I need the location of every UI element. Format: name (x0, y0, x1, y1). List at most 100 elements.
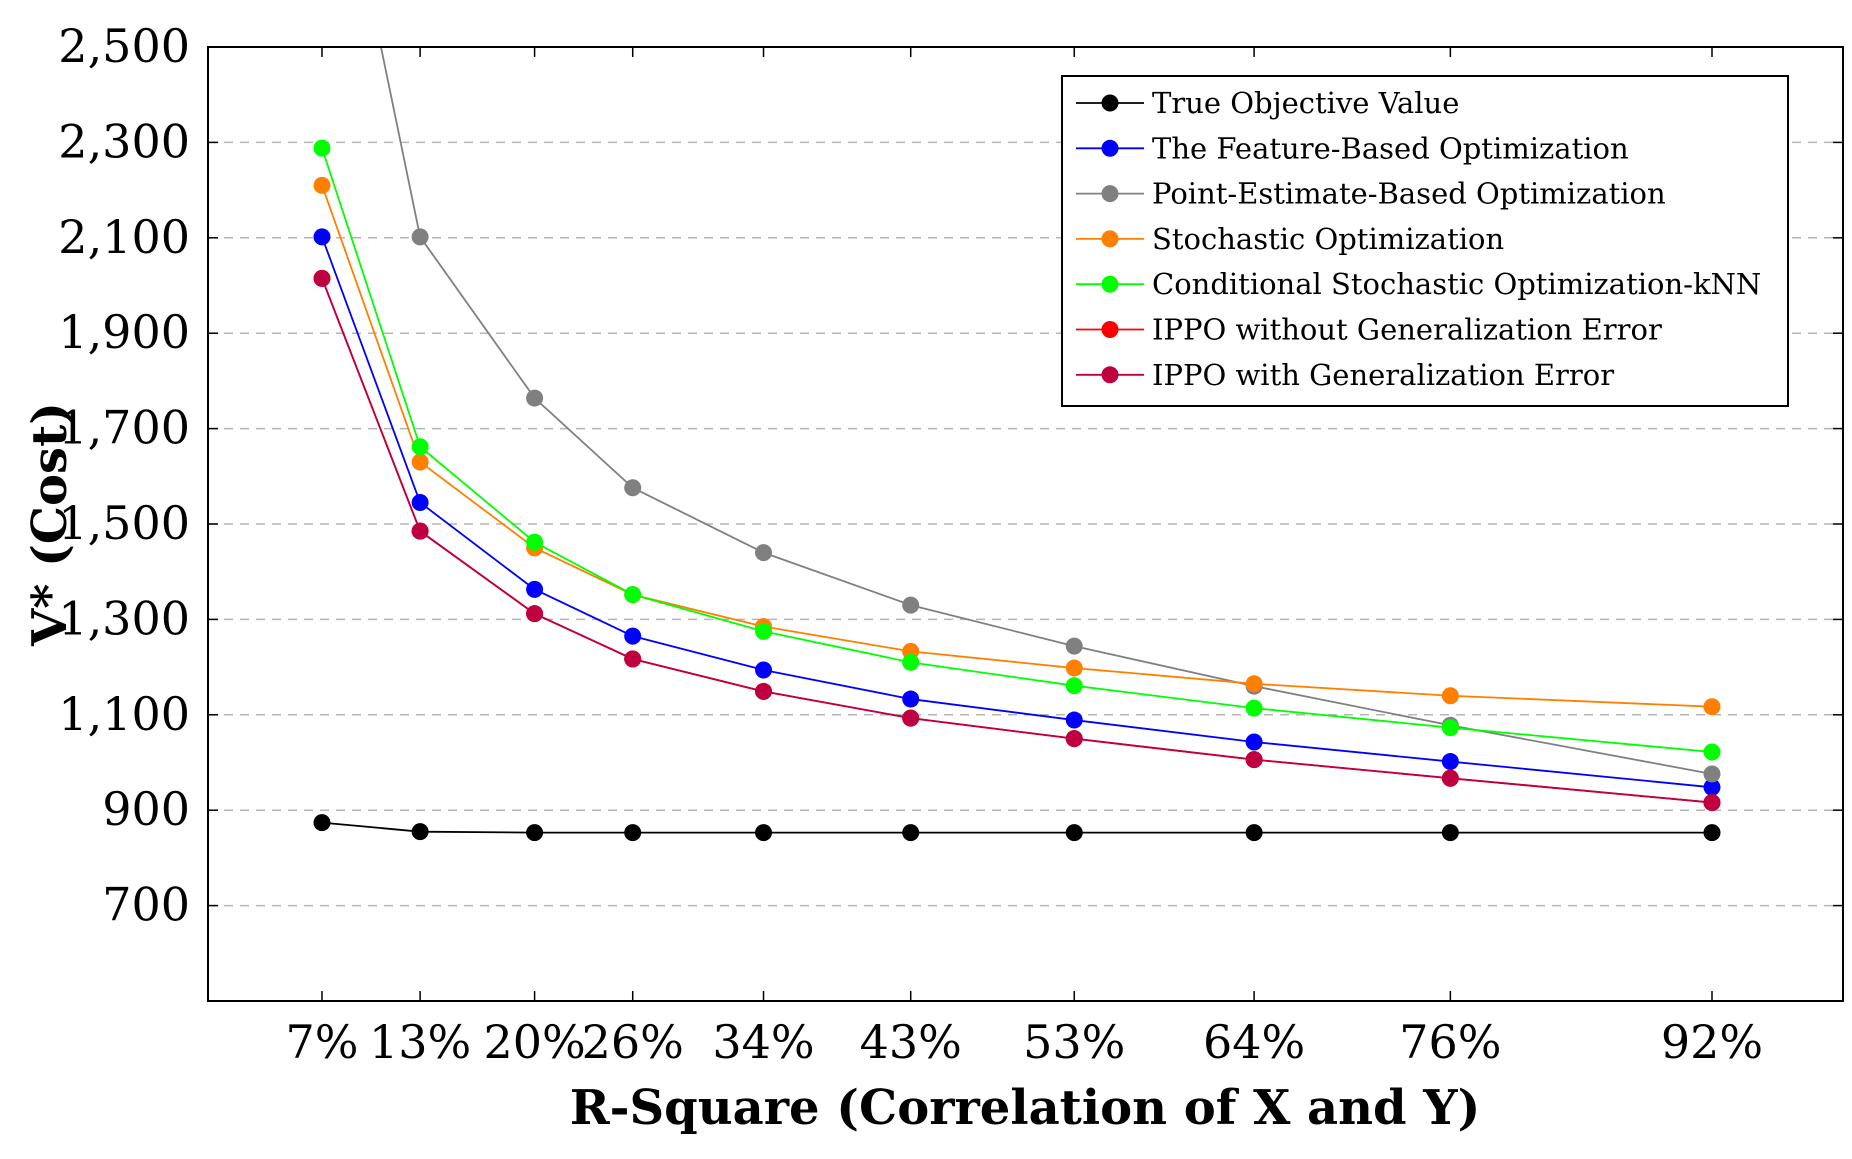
data-point (1245, 675, 1263, 693)
x-tick-label: 64% (1203, 1015, 1305, 1069)
data-point (1245, 751, 1263, 769)
data-point (755, 682, 773, 700)
legend-entry: Stochastic Optimization (1076, 222, 1504, 256)
data-point (313, 269, 331, 287)
x-axis-title: R-Square (Correlation of X and Y) (570, 1080, 1481, 1136)
data-point (526, 580, 544, 598)
data-point (902, 653, 920, 671)
series-layer (313, 47, 1721, 842)
data-point (1441, 687, 1459, 705)
data-point (1703, 765, 1721, 783)
x-tick-label: 76% (1399, 1015, 1501, 1069)
y-tick-label: 1,300 (58, 591, 190, 645)
legend-label: IPPO with Generalization Error (1152, 358, 1614, 392)
data-point (526, 605, 544, 623)
data-point (1065, 637, 1083, 655)
x-tick-label: 92% (1661, 1015, 1763, 1069)
legend-entry: True Objective Value (1076, 86, 1459, 120)
data-point (526, 389, 544, 407)
legend-marker (1101, 94, 1119, 112)
data-point (1245, 699, 1263, 717)
x-tick-label: 13% (369, 1015, 471, 1069)
legend-box (1061, 75, 1789, 407)
data-point (1245, 733, 1263, 751)
legend: True Objective Value The Feature-Based Op… (1061, 75, 1789, 407)
y-tick-label: 2,100 (58, 210, 190, 264)
data-point (902, 824, 920, 842)
data-point (1441, 824, 1459, 842)
data-point (1065, 824, 1083, 842)
data-point (1245, 824, 1263, 842)
data-point (411, 522, 429, 540)
legend-entry: Point-Estimate-Based Optimization (1076, 177, 1666, 211)
series-line (321, 278, 1713, 804)
data-point (902, 690, 920, 708)
data-point (411, 494, 429, 512)
data-point (1703, 824, 1721, 842)
series (313, 269, 1721, 812)
x-tick-label: 34% (712, 1015, 814, 1069)
series-line (380, 47, 1713, 775)
data-point (411, 228, 429, 246)
legend-marker (1101, 321, 1119, 338)
legend-marker (1101, 275, 1119, 293)
data-point (411, 823, 429, 841)
data-point (1065, 711, 1083, 729)
data-point (624, 479, 642, 497)
y-tick-label: 1,500 (58, 496, 190, 550)
grid-lines (208, 141, 1843, 907)
legend-label: The Feature-Based Optimization (1152, 131, 1629, 165)
data-point (1703, 743, 1721, 761)
x-tick-label: 20% (483, 1015, 585, 1069)
data-point (411, 438, 429, 456)
legend-label: Stochastic Optimization (1152, 222, 1504, 256)
x-tick-label: 26% (582, 1015, 684, 1069)
data-point (1441, 753, 1459, 771)
legend-marker (1101, 139, 1119, 157)
y-axis-title: V* (Cost) (22, 402, 78, 647)
x-tick-label: 43% (860, 1015, 962, 1069)
series (313, 228, 1721, 796)
y-tick-label: 2,500 (58, 19, 190, 73)
y-tick-label: 900 (102, 782, 190, 836)
series-line (321, 147, 1713, 753)
data-point (755, 661, 773, 679)
data-point (313, 228, 331, 246)
data-point (902, 596, 920, 614)
y-tick-label: 1,100 (58, 687, 190, 741)
data-point (755, 544, 773, 562)
legend-label: Point-Estimate-Based Optimization (1152, 177, 1666, 211)
data-point (1065, 730, 1083, 748)
data-point (755, 824, 773, 842)
data-point (902, 709, 920, 727)
series (313, 814, 1721, 842)
data-point (313, 176, 331, 194)
x-tick-label: 7% (286, 1015, 359, 1069)
legend-label: IPPO without Generalization Error (1152, 313, 1662, 347)
series-line (321, 185, 1713, 708)
data-point (624, 586, 642, 604)
legend-marker (1101, 230, 1119, 248)
series-line (321, 236, 1713, 789)
data-point (313, 814, 331, 832)
data-point (526, 824, 544, 842)
y-axis: 700 900 1,100 1,300 1,500 1,700 1,900 2,100 2,30… (58, 19, 1843, 932)
y-tick-label: 2,300 (58, 114, 190, 168)
y-tick-label: 700 (102, 878, 190, 932)
series (313, 139, 1721, 761)
data-point (1703, 794, 1721, 812)
legend-marker (1101, 366, 1119, 384)
legend-entry: Conditional Stochastic Optimization-kNN (1076, 267, 1761, 301)
legend-entry: IPPO without Generalization Error (1076, 313, 1662, 347)
data-point (1441, 769, 1459, 787)
x-tick-label: 53% (1023, 1015, 1125, 1069)
data-point (1065, 659, 1083, 677)
legend-marker (1101, 185, 1119, 203)
legend-entry: IPPO with Generalization Error (1076, 358, 1614, 392)
y-tick-label: 1,900 (58, 305, 190, 359)
series-line (321, 821, 1712, 834)
data-point (624, 627, 642, 645)
data-point (1703, 778, 1721, 796)
legend-label: Conditional Stochastic Optimization-kNN (1152, 267, 1761, 301)
